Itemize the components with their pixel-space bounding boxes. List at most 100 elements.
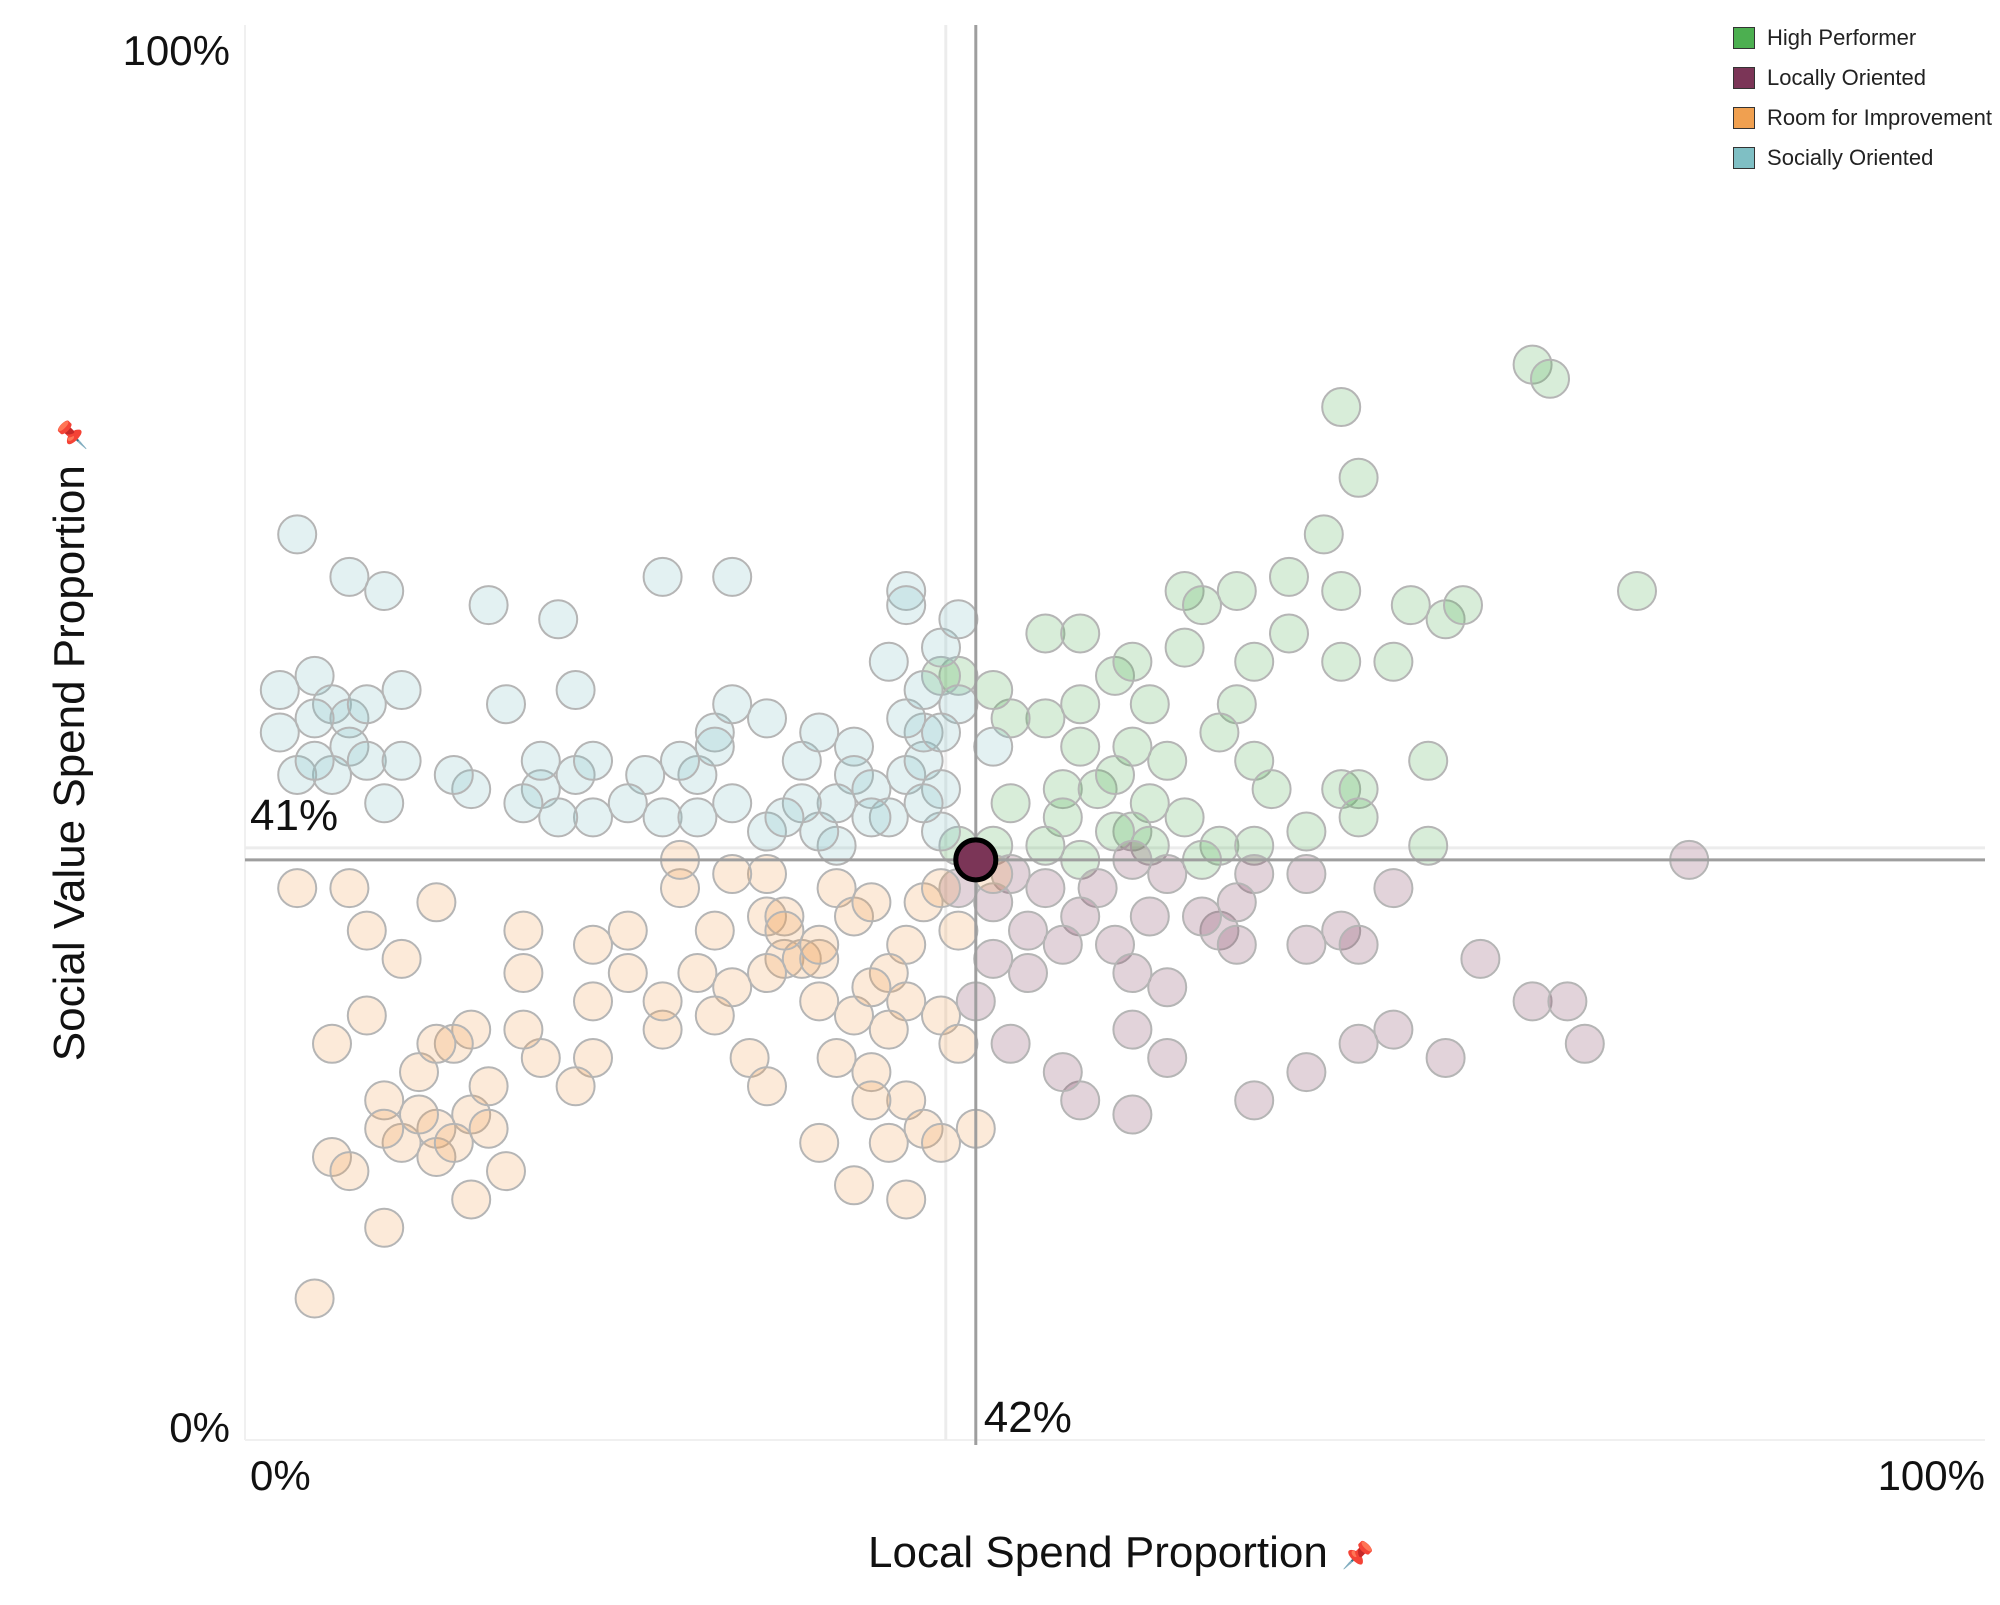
data-point-high-performer[interactable] xyxy=(1112,641,1153,682)
data-point-locally-oriented[interactable] xyxy=(1008,910,1048,951)
data-point-socially-oriented[interactable] xyxy=(816,783,857,824)
data-point-socially-oriented[interactable] xyxy=(903,670,944,711)
data-point-socially-oriented[interactable] xyxy=(259,712,300,753)
data-point-socially-oriented[interactable] xyxy=(903,783,944,824)
data-point-locally-oriented[interactable] xyxy=(1216,882,1257,923)
data-point-socially-oriented[interactable] xyxy=(555,670,596,711)
data-point-high-performer[interactable] xyxy=(1321,641,1362,682)
data-point-locally-oriented[interactable] xyxy=(1147,1037,1188,1078)
data-point-room-for-improvement[interactable] xyxy=(642,981,683,1022)
data-point-socially-oriented[interactable] xyxy=(851,797,892,838)
data-point-locally-oriented[interactable] xyxy=(1547,981,1588,1022)
data-point-room-for-improvement[interactable] xyxy=(677,953,718,994)
data-point-high-performer[interactable] xyxy=(990,783,1031,824)
data-point-room-for-improvement[interactable] xyxy=(451,1179,492,1220)
legend-item-room-for-improvement[interactable]: Room for Improvement xyxy=(1733,98,1992,138)
data-point-room-for-improvement[interactable] xyxy=(329,1151,370,1192)
data-point-room-for-improvement[interactable] xyxy=(381,938,422,979)
data-point-room-for-improvement[interactable] xyxy=(468,1066,509,1107)
data-point-high-performer[interactable] xyxy=(1060,684,1101,725)
data-point-room-for-improvement[interactable] xyxy=(573,981,613,1022)
data-point-socially-oriented[interactable] xyxy=(538,599,579,640)
data-point-locally-oriented[interactable] xyxy=(973,938,1014,979)
data-point-room-for-improvement[interactable] xyxy=(503,953,544,994)
data-point-room-for-improvement[interactable] xyxy=(416,1023,457,1064)
data-point-room-for-improvement[interactable] xyxy=(573,924,613,965)
data-point-locally-oriented[interactable] xyxy=(1338,924,1379,965)
data-point-locally-oriented[interactable] xyxy=(1338,1023,1379,1064)
data-point-high-performer[interactable] xyxy=(1025,698,1066,739)
data-point-room-for-improvement[interactable] xyxy=(834,1165,874,1206)
data-point-high-performer[interactable] xyxy=(1060,613,1101,654)
data-point-room-for-improvement[interactable] xyxy=(747,953,787,994)
data-point-socially-oriented[interactable] xyxy=(259,670,300,711)
data-point-room-for-improvement[interactable] xyxy=(486,1151,526,1192)
data-point-room-for-improvement[interactable] xyxy=(921,1122,961,1163)
data-point-room-for-improvement[interactable] xyxy=(851,967,892,1008)
data-point-locally-oriented[interactable] xyxy=(1425,1037,1466,1078)
data-point-room-for-improvement[interactable] xyxy=(346,910,387,951)
data-point-high-performer[interactable] xyxy=(1199,712,1240,753)
data-point-locally-oriented[interactable] xyxy=(1373,868,1414,909)
data-point-room-for-improvement[interactable] xyxy=(886,1179,927,1220)
data-point-socially-oriented[interactable] xyxy=(886,571,927,611)
data-point-socially-oriented[interactable] xyxy=(538,797,579,838)
data-point-room-for-improvement[interactable] xyxy=(764,896,805,937)
data-point-socially-oriented[interactable] xyxy=(799,712,840,753)
data-point-high-performer[interactable] xyxy=(1408,740,1449,781)
data-point-room-for-improvement[interactable] xyxy=(921,868,961,909)
data-point-locally-oriented[interactable] xyxy=(1147,854,1188,894)
data-point-socially-oriented[interactable] xyxy=(381,740,422,781)
legend-item-locally-oriented[interactable]: Locally Oriented xyxy=(1733,58,1992,98)
data-point-room-for-improvement[interactable] xyxy=(851,1080,892,1121)
data-point-room-for-improvement[interactable] xyxy=(468,1108,509,1149)
data-point-socially-oriented[interactable] xyxy=(607,783,648,824)
data-point-room-for-improvement[interactable] xyxy=(799,1122,840,1163)
data-point-locally-oriented[interactable] xyxy=(1147,967,1188,1008)
data-point-room-for-improvement[interactable] xyxy=(607,953,648,994)
data-point-socially-oriented[interactable] xyxy=(868,797,909,838)
data-point-high-performer[interactable] xyxy=(1164,797,1205,838)
data-point-room-for-improvement[interactable] xyxy=(712,854,753,894)
data-point-high-performer[interactable] xyxy=(1182,585,1222,626)
data-point-socially-oriented[interactable] xyxy=(712,684,753,725)
data-point-locally-oriented[interactable] xyxy=(1216,924,1257,965)
data-point-room-for-improvement[interactable] xyxy=(851,882,892,923)
data-point-socially-oriented[interactable] xyxy=(660,740,700,781)
data-point-locally-oriented[interactable] xyxy=(990,1023,1031,1064)
data-point-socially-oriented[interactable] xyxy=(294,698,335,739)
data-point-room-for-improvement[interactable] xyxy=(364,1108,405,1149)
data-point-high-performer[interactable] xyxy=(1216,571,1257,611)
data-point-socially-oriented[interactable] xyxy=(921,712,961,753)
data-point-room-for-improvement[interactable] xyxy=(868,1009,909,1050)
data-point-locally-oriented[interactable] xyxy=(1286,1052,1327,1093)
data-point-locally-oriented[interactable] xyxy=(1008,953,1048,994)
data-point-socially-oriented[interactable] xyxy=(747,698,787,739)
data-point-socially-oriented[interactable] xyxy=(886,585,927,626)
data-point-room-for-improvement[interactable] xyxy=(329,868,370,909)
data-point-socially-oriented[interactable] xyxy=(486,684,526,725)
data-point-high-performer[interactable] xyxy=(1234,641,1275,682)
data-point-room-for-improvement[interactable] xyxy=(364,1080,405,1121)
data-point-high-performer[interactable] xyxy=(1025,613,1066,654)
data-point-socially-oriented[interactable] xyxy=(364,783,405,824)
data-point-locally-oriented[interactable] xyxy=(1025,868,1066,909)
data-point-socially-oriented[interactable] xyxy=(642,556,683,597)
data-point-high-performer[interactable] xyxy=(1338,457,1379,498)
data-point-room-for-improvement[interactable] xyxy=(642,1009,683,1050)
highlighted-data-point[interactable] xyxy=(953,837,999,883)
data-point-locally-oriented[interactable] xyxy=(1460,938,1501,979)
data-point-high-performer[interactable] xyxy=(1443,585,1483,626)
data-point-high-performer[interactable] xyxy=(1042,769,1083,810)
data-point-room-for-improvement[interactable] xyxy=(694,910,735,951)
data-point-room-for-improvement[interactable] xyxy=(851,1052,892,1093)
data-point-high-performer[interactable] xyxy=(1617,571,1657,611)
data-point-high-performer[interactable] xyxy=(1303,514,1344,555)
data-point-high-performer[interactable] xyxy=(1164,627,1205,668)
data-point-socially-oriented[interactable] xyxy=(329,556,370,597)
data-point-room-for-improvement[interactable] xyxy=(799,981,840,1022)
data-point-locally-oriented[interactable] xyxy=(1234,1080,1275,1121)
data-point-socially-oriented[interactable] xyxy=(573,740,613,781)
data-point-room-for-improvement[interactable] xyxy=(277,868,318,909)
data-point-high-performer[interactable] xyxy=(1129,684,1170,725)
